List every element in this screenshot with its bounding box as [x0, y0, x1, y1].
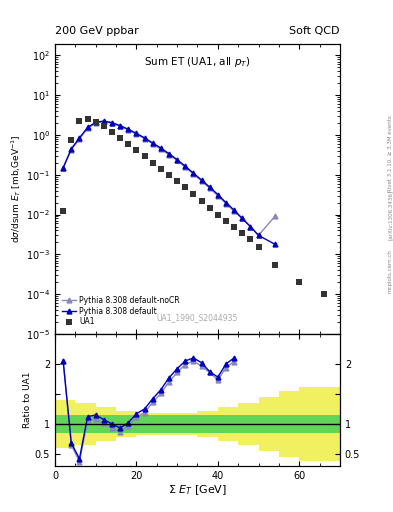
Pythia 8.308 default-noCR: [151, 141, 155, 147]
Pythia 8.308 default: [272, 241, 277, 247]
UA1: [297, 279, 301, 285]
Pythia 8.308 default: [110, 120, 114, 126]
Pythia 8.308 default: [215, 191, 220, 198]
UA1: [224, 218, 228, 224]
Pythia 8.308 default: [151, 140, 155, 146]
Pythia 8.308 default-noCR: [118, 123, 123, 130]
Pythia 8.308 default-noCR: [256, 232, 261, 239]
Text: 200 GeV ppbar: 200 GeV ppbar: [55, 26, 139, 36]
UA1: [126, 141, 130, 147]
Pythia 8.308 default-noCR: [272, 214, 277, 220]
UA1: [134, 147, 139, 153]
Pythia 8.308 default: [248, 224, 253, 230]
Pythia 8.308 default: [142, 135, 147, 141]
Pythia 8.308 default-noCR: [142, 136, 147, 142]
Bar: [55, 415, 340, 433]
UA1: [191, 191, 196, 197]
UA1: [142, 154, 147, 160]
Pythia 8.308 default: [101, 118, 106, 124]
Pythia 8.308 default-noCR: [134, 131, 139, 137]
Pythia 8.308 default: [134, 131, 139, 137]
Pythia 8.308 default: [61, 165, 66, 171]
Pythia 8.308 default-noCR: [167, 152, 171, 158]
UA1: [77, 118, 82, 124]
Y-axis label: d$\sigma$/dsum $E_T$ [mb,GeV$^{-1}$]: d$\sigma$/dsum $E_T$ [mb,GeV$^{-1}$]: [9, 134, 23, 243]
UA1: [101, 123, 106, 130]
Pythia 8.308 default-noCR: [175, 157, 180, 163]
UA1: [272, 262, 277, 268]
Pythia 8.308 default-noCR: [126, 127, 130, 133]
Pythia 8.308 default: [94, 119, 98, 125]
Pythia 8.308 default: [224, 200, 228, 206]
UA1: [208, 204, 212, 210]
Legend: Pythia 8.308 default-noCR, Pythia 8.308 default, UA1: Pythia 8.308 default-noCR, Pythia 8.308 …: [62, 295, 181, 327]
Text: Soft QCD: Soft QCD: [290, 26, 340, 36]
Pythia 8.308 default: [256, 232, 261, 239]
UA1: [321, 291, 326, 297]
Pythia 8.308 default-noCR: [77, 136, 82, 142]
UA1: [85, 116, 90, 122]
Pythia 8.308 default: [232, 207, 237, 213]
UA1: [61, 208, 66, 215]
UA1: [151, 160, 155, 166]
Pythia 8.308 default-noCR: [215, 193, 220, 199]
Pythia 8.308 default: [77, 135, 82, 141]
Pythia 8.308 default-noCR: [110, 120, 114, 126]
Pythia 8.308 default: [85, 124, 90, 131]
UA1: [118, 135, 123, 141]
Line: Pythia 8.308 default: Pythia 8.308 default: [61, 119, 277, 247]
Pythia 8.308 default: [191, 170, 196, 176]
UA1: [183, 184, 187, 190]
UA1: [175, 178, 180, 184]
Pythia 8.308 default: [158, 145, 163, 151]
UA1: [215, 211, 220, 218]
Pythia 8.308 default: [118, 122, 123, 129]
Pythia 8.308 default-noCR: [191, 171, 196, 177]
Text: Sum ET (UA1, all $p_T$): Sum ET (UA1, all $p_T$): [144, 55, 251, 69]
Text: UA1_1990_S2044935: UA1_1990_S2044935: [157, 313, 238, 323]
Pythia 8.308 default: [183, 163, 187, 169]
UA1: [158, 166, 163, 172]
Pythia 8.308 default-noCR: [232, 208, 237, 215]
Text: mcplots.cern.ch: mcplots.cern.ch: [387, 249, 392, 293]
UA1: [240, 230, 244, 236]
Pythia 8.308 default-noCR: [158, 146, 163, 152]
Pythia 8.308 default-noCR: [85, 125, 90, 132]
UA1: [110, 129, 114, 135]
Pythia 8.308 default: [167, 151, 171, 157]
Pythia 8.308 default-noCR: [199, 178, 204, 184]
UA1: [248, 236, 253, 242]
X-axis label: $\Sigma$ $E_T$ [GeV]: $\Sigma$ $E_T$ [GeV]: [168, 483, 227, 497]
Pythia 8.308 default-noCR: [61, 165, 66, 171]
UA1: [232, 224, 237, 230]
Line: UA1: UA1: [60, 116, 327, 297]
Pythia 8.308 default: [208, 184, 212, 190]
Line: Pythia 8.308 default-noCR: Pythia 8.308 default-noCR: [61, 119, 277, 238]
Pythia 8.308 default-noCR: [224, 200, 228, 206]
Pythia 8.308 default: [240, 216, 244, 222]
Pythia 8.308 default-noCR: [183, 164, 187, 170]
UA1: [167, 172, 171, 178]
Pythia 8.308 default-noCR: [69, 146, 73, 153]
Text: Rivet 3.1.10, ≥ 3.3M events: Rivet 3.1.10, ≥ 3.3M events: [387, 115, 392, 192]
Pythia 8.308 default-noCR: [94, 120, 98, 126]
Pythia 8.308 default: [175, 157, 180, 163]
Pythia 8.308 default: [199, 177, 204, 183]
Pythia 8.308 default-noCR: [240, 216, 244, 222]
Pythia 8.308 default: [69, 146, 73, 152]
Y-axis label: Ratio to UA1: Ratio to UA1: [23, 372, 32, 428]
Text: [arXiv:1306.3436]: [arXiv:1306.3436]: [387, 190, 392, 240]
Pythia 8.308 default-noCR: [101, 118, 106, 124]
Pythia 8.308 default-noCR: [208, 185, 212, 191]
UA1: [199, 198, 204, 204]
UA1: [256, 244, 261, 250]
UA1: [69, 137, 73, 143]
Pythia 8.308 default-noCR: [248, 224, 253, 230]
UA1: [94, 119, 98, 125]
Pythia 8.308 default: [126, 126, 130, 132]
